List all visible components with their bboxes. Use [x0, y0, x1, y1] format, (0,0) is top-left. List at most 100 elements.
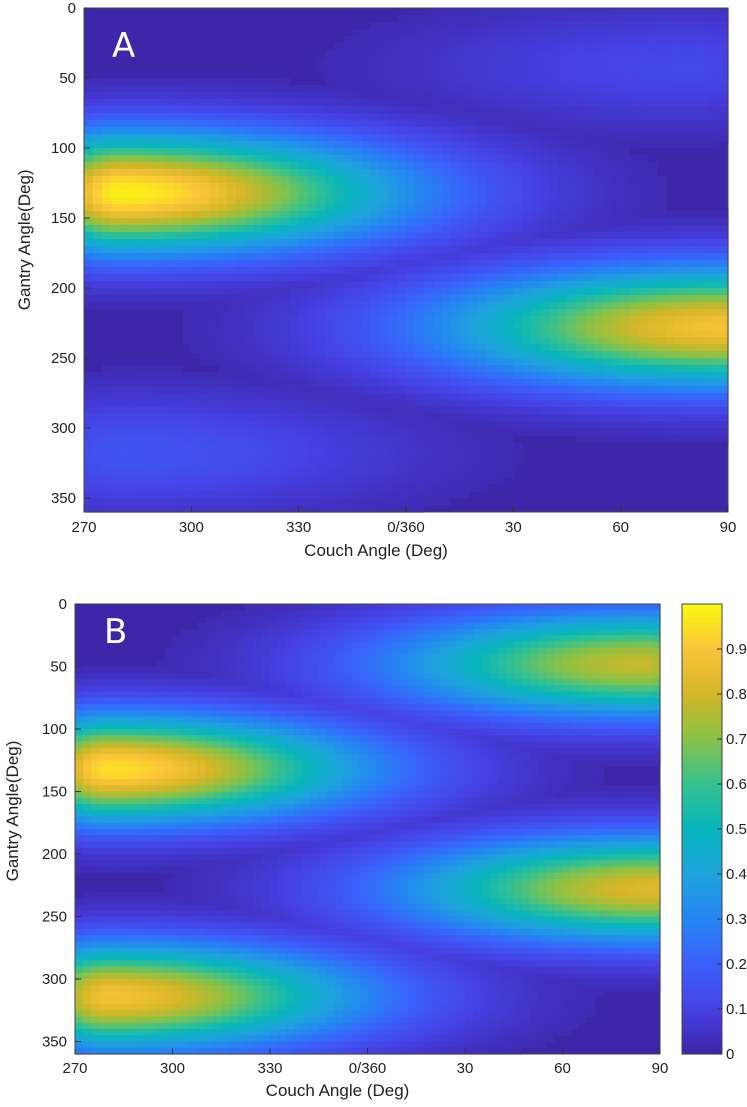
- heatmap-cell: [388, 470, 398, 478]
- heatmap-cell: [620, 400, 631, 408]
- heatmap-cell: [123, 704, 133, 711]
- heatmap-cell: [200, 330, 210, 338]
- heatmap-cell: [459, 120, 470, 128]
- heatmap-cell: [432, 386, 443, 394]
- heatmap-cell: [83, 1029, 92, 1036]
- heatmap-cell: [406, 218, 416, 226]
- heatmap-cell: [155, 204, 166, 212]
- heatmap-cell: [123, 1041, 133, 1049]
- heatmap-cell: [683, 309, 693, 317]
- heatmap-cell: [289, 197, 300, 205]
- heatmap-cell: [459, 15, 470, 23]
- heatmap-cell: [602, 316, 613, 324]
- heatmap-cell: [146, 106, 157, 114]
- heatmap-cell: [388, 36, 398, 44]
- heatmap-cell: [611, 155, 622, 163]
- heatmap-cell: [620, 218, 631, 226]
- heatmap-cell: [531, 106, 541, 114]
- heatmap-cell: [495, 351, 505, 359]
- heatmap-cell: [477, 197, 488, 205]
- heatmap-cell: [602, 295, 613, 303]
- heatmap-cell: [209, 498, 219, 506]
- heatmap-cell: [107, 954, 117, 961]
- heatmap-cell: [91, 941, 100, 949]
- heatmap-cell: [504, 36, 514, 44]
- heatmap-cell: [558, 8, 568, 16]
- heatmap-cell: [271, 505, 282, 513]
- heatmap-cell: [115, 835, 125, 843]
- heatmap-cell: [83, 710, 92, 718]
- heatmap-cell: [423, 29, 434, 37]
- heatmap-cell: [701, 337, 711, 345]
- heatmap-cell: [406, 288, 416, 296]
- heatmap-cell: [137, 267, 148, 275]
- heatmap-cell: [107, 829, 117, 836]
- heatmap-cell: [262, 218, 273, 226]
- heatmap-cell: [352, 449, 362, 457]
- heatmap-cell: [406, 372, 416, 380]
- heatmap-cell: [352, 120, 362, 128]
- heatmap-cell: [549, 36, 559, 44]
- heatmap-cell: [99, 741, 109, 749]
- heatmap-cell: [522, 15, 532, 23]
- heatmap-cell: [522, 386, 532, 394]
- heatmap-cell: [115, 991, 125, 999]
- heatmap-cell: [128, 78, 139, 86]
- heatmap-cell: [289, 134, 300, 142]
- heatmap-cell: [101, 288, 112, 296]
- heatmap-cell: [531, 288, 541, 296]
- heatmap-cell: [665, 127, 675, 135]
- heatmap-cell: [459, 456, 470, 464]
- heatmap-cell: [155, 274, 166, 282]
- heatmap-cell: [719, 50, 729, 58]
- heatmap-cell: [495, 274, 505, 282]
- heatmap-cell: [84, 134, 94, 142]
- heatmap-cell: [182, 113, 192, 121]
- heatmap-cell: [119, 162, 130, 170]
- heatmap-cell: [549, 260, 559, 268]
- heatmap-cell: [128, 407, 139, 415]
- heatmap-cell: [316, 253, 327, 261]
- heatmap-cell: [432, 302, 443, 310]
- heatmap-cell: [593, 113, 604, 121]
- heatmap-cell: [692, 29, 702, 37]
- heatmap-cell: [343, 92, 353, 100]
- heatmap-cell: [343, 239, 353, 247]
- heatmap-cell: [91, 891, 100, 899]
- heatmap-cell: [115, 691, 125, 699]
- heatmap-cell: [119, 253, 130, 261]
- heatmap-cell: [495, 71, 505, 79]
- heatmap-cell: [701, 29, 711, 37]
- heatmap-cell: [710, 302, 720, 310]
- heatmap-cell: [441, 351, 452, 359]
- heatmap-cell: [513, 316, 523, 324]
- heatmap-cell: [91, 835, 100, 843]
- heatmap-cell: [343, 85, 353, 93]
- heatmap-cell: [370, 288, 380, 296]
- heatmap-cell: [307, 491, 318, 499]
- heatmap-cell: [414, 407, 425, 415]
- heatmap-cell: [459, 155, 470, 163]
- heatmap-cell: [218, 155, 228, 163]
- heatmap-cell: [316, 176, 327, 184]
- heatmap-cell: [406, 260, 416, 268]
- heatmap-cell: [99, 1010, 109, 1018]
- heatmap-cell: [146, 435, 157, 443]
- heatmap-cell: [92, 386, 103, 394]
- heatmap-cell: [486, 204, 497, 212]
- heatmap-cell: [674, 288, 684, 296]
- heatmap-cell: [271, 435, 282, 443]
- heatmap-cell: [91, 760, 100, 768]
- heatmap-cell: [191, 498, 201, 506]
- heatmap-cell: [325, 288, 336, 296]
- heatmap-cell: [209, 148, 219, 156]
- heatmap-cell: [253, 274, 264, 282]
- heatmap-cell: [504, 225, 514, 233]
- heatmap-cell: [468, 113, 479, 121]
- heatmap-cell: [262, 190, 273, 198]
- heatmap-cell: [164, 435, 175, 443]
- heatmap-cell: [164, 239, 175, 247]
- heatmap-cell: [459, 253, 470, 261]
- heatmap-cell: [647, 239, 658, 247]
- heatmap-cell: [620, 71, 631, 79]
